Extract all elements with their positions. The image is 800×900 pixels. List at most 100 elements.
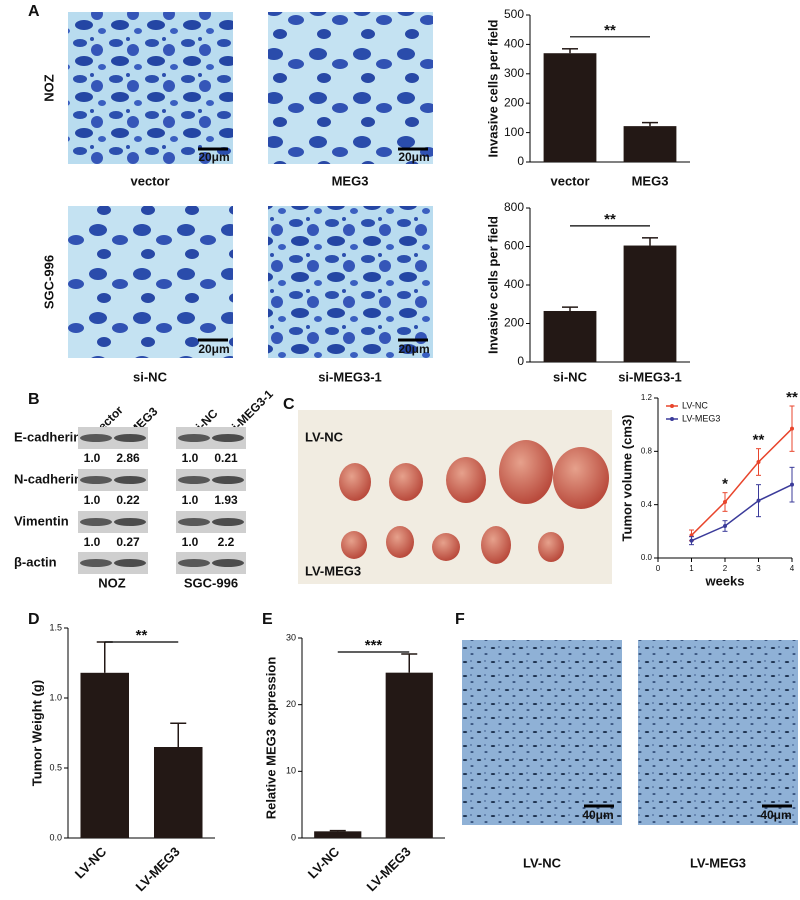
ratio-label: 1.93 bbox=[214, 493, 238, 507]
significance-label: * bbox=[722, 476, 728, 493]
y-tick-label: 0.8 bbox=[641, 446, 653, 455]
y-tick-label: 0.0 bbox=[641, 553, 653, 562]
tumor bbox=[339, 463, 371, 501]
significance-label: ** bbox=[604, 211, 616, 228]
bar bbox=[623, 245, 677, 362]
series-line bbox=[690, 428, 793, 536]
y-tick-label: 1.0 bbox=[49, 692, 62, 702]
bar bbox=[153, 747, 203, 838]
y-tick-label: 0.4 bbox=[641, 500, 653, 509]
y-tick-label: 300 bbox=[504, 66, 524, 80]
blot-strip bbox=[78, 427, 148, 449]
micrograph bbox=[68, 12, 233, 164]
scale-label: 20μm bbox=[198, 342, 229, 356]
x-tick-label: 3 bbox=[756, 564, 761, 573]
micrograph bbox=[268, 12, 433, 164]
ratio-label: 1.0 bbox=[84, 451, 101, 465]
y-tick-label: 0 bbox=[291, 832, 296, 842]
scale-label: 40μm bbox=[760, 808, 791, 822]
image-caption: LV-NC bbox=[523, 855, 562, 870]
ratio-label: 2.86 bbox=[116, 451, 140, 465]
point bbox=[790, 426, 794, 431]
scale-label: 40μm bbox=[582, 808, 613, 822]
significance-label: ** bbox=[136, 627, 148, 644]
ratio-label: 1.0 bbox=[182, 535, 199, 549]
panel-letter: F bbox=[455, 611, 465, 628]
y-tick-label: 100 bbox=[504, 125, 524, 139]
point bbox=[790, 482, 794, 487]
x-tick-label: 1 bbox=[689, 564, 694, 573]
row-label: NOZ bbox=[41, 74, 56, 102]
blot-strip bbox=[78, 511, 148, 533]
blot-strip bbox=[176, 469, 246, 491]
ratio-label: 1.0 bbox=[182, 493, 199, 507]
blot-strip bbox=[176, 427, 246, 449]
tumor bbox=[386, 526, 414, 558]
x-axis-label: weeks bbox=[704, 573, 744, 588]
legend-marker bbox=[670, 404, 674, 408]
legend-marker bbox=[670, 417, 674, 421]
cell-line: NOZ bbox=[98, 575, 126, 590]
tumor bbox=[553, 447, 609, 509]
x-tick-label: LV-NC bbox=[72, 844, 110, 882]
tumor bbox=[389, 463, 423, 501]
image-caption: MEG3 bbox=[332, 173, 369, 188]
x-tick-label: MEG3 bbox=[632, 173, 669, 188]
x-tick-label: 4 bbox=[790, 564, 795, 573]
point bbox=[689, 538, 694, 543]
x-tick-label: si-MEG3-1 bbox=[618, 369, 682, 384]
blot-band bbox=[80, 476, 112, 484]
y-axis-label: Tumor volume (cm3) bbox=[619, 415, 634, 542]
legend-label: LV-MEG3 bbox=[682, 413, 720, 423]
blot-band bbox=[178, 434, 210, 442]
scale-label: 20μm bbox=[198, 150, 229, 164]
x-tick-label: vector bbox=[550, 173, 589, 188]
bar bbox=[543, 53, 597, 162]
ratio-label: 1.0 bbox=[84, 535, 101, 549]
cell-line: SGC-996 bbox=[184, 575, 238, 590]
x-tick-label: LV-MEG3 bbox=[364, 844, 414, 894]
ratio-label: 0.21 bbox=[214, 451, 238, 465]
y-tick-label: 10 bbox=[286, 766, 296, 776]
panel-letter: B bbox=[28, 391, 40, 408]
blot-band bbox=[212, 476, 244, 484]
image-caption: si-NC bbox=[133, 369, 168, 384]
y-tick-label: 0.5 bbox=[49, 762, 62, 772]
x-tick-label: LV-NC bbox=[305, 844, 343, 882]
scale-bars: 20μm 20μm 20μm 20μm bbox=[198, 147, 430, 356]
legend-label: LV-NC bbox=[682, 400, 708, 410]
significance-label: *** bbox=[365, 637, 383, 654]
y-axis-label: Tumor Weight (g) bbox=[29, 680, 44, 786]
bar bbox=[80, 672, 130, 838]
tumor bbox=[499, 440, 553, 504]
y-tick-label: 200 bbox=[504, 316, 524, 330]
panel-letter: A bbox=[28, 3, 40, 20]
y-tick-label: 1.2 bbox=[641, 393, 653, 402]
bar bbox=[385, 672, 433, 838]
series-line bbox=[691, 483, 793, 542]
tumor bbox=[538, 532, 564, 562]
panel-letter: C bbox=[283, 396, 295, 413]
y-tick-label: 20 bbox=[286, 699, 296, 709]
y-axis-label: Invasive cells per field bbox=[485, 216, 500, 354]
blot-band bbox=[80, 559, 112, 567]
blot-band bbox=[114, 559, 146, 567]
tumor bbox=[481, 526, 511, 564]
y-tick-label: 400 bbox=[504, 37, 524, 51]
y-tick-label: 200 bbox=[504, 95, 524, 109]
blot-strip bbox=[78, 469, 148, 491]
tumor bbox=[341, 531, 367, 559]
blot-strip bbox=[78, 552, 148, 574]
ratio-label: 0.22 bbox=[116, 493, 140, 507]
protein-label: N-cadherin bbox=[14, 471, 82, 486]
ratio-label: 0.27 bbox=[116, 535, 140, 549]
blot-band bbox=[212, 434, 244, 442]
significance-label: ** bbox=[604, 22, 616, 39]
blot-band bbox=[178, 476, 210, 484]
image-caption: vector bbox=[130, 173, 169, 188]
y-tick-label: 500 bbox=[504, 7, 524, 21]
ihc-image bbox=[462, 640, 622, 825]
point bbox=[756, 460, 761, 464]
